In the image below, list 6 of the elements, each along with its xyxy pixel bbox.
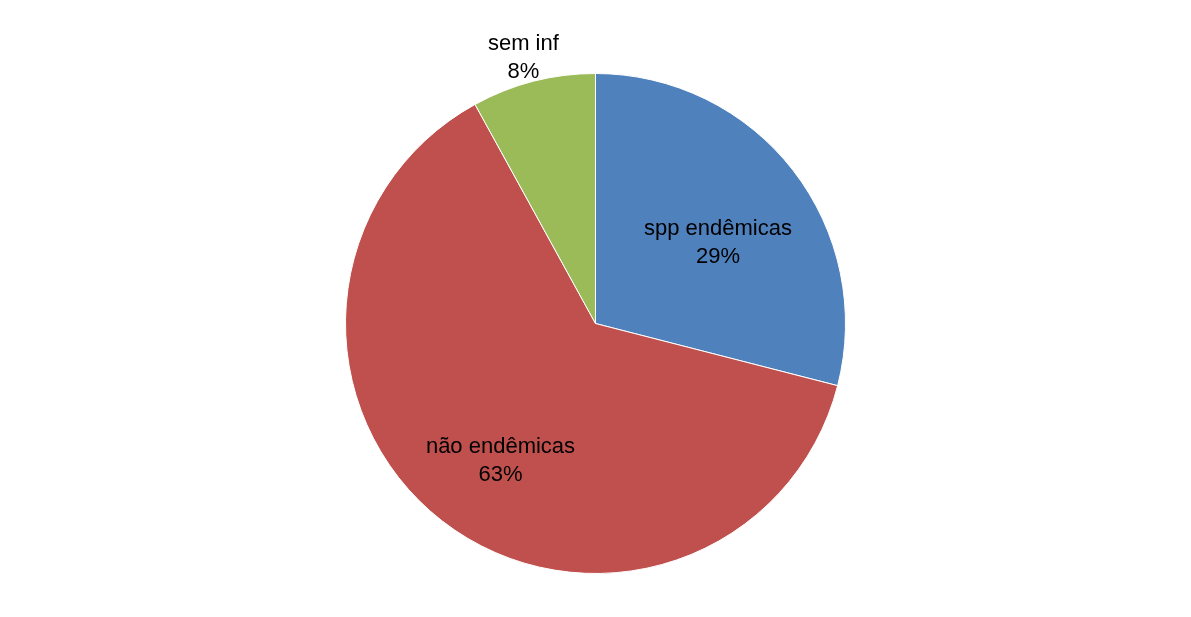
data-label: 8% bbox=[507, 57, 540, 83]
data-label: 29% bbox=[695, 243, 740, 269]
data-label: 63% bbox=[478, 460, 523, 486]
slice-label: não endêmicas bbox=[425, 432, 576, 458]
slice-label: sem inf bbox=[487, 29, 560, 55]
slice-label: spp endêmicas bbox=[643, 215, 792, 241]
